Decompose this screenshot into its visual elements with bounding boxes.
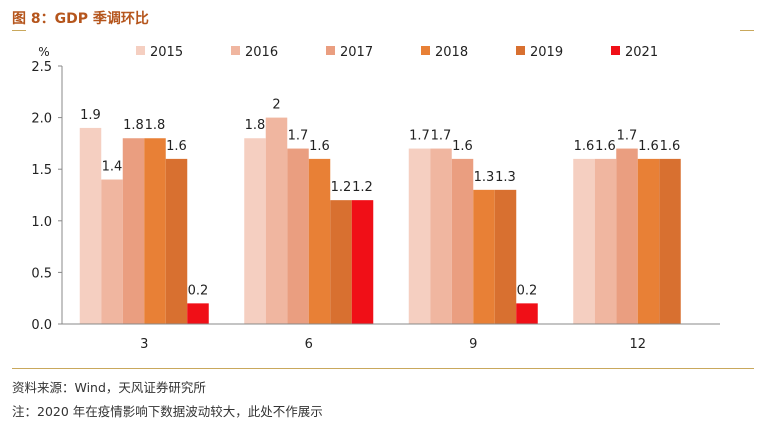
x-tick-label: 3 <box>140 337 148 352</box>
legend-swatch <box>516 46 525 55</box>
y-tick-label: 0.5 <box>31 266 52 281</box>
bar <box>451 158 474 324</box>
data-label: 0.2 <box>517 283 538 298</box>
bar <box>244 138 266 324</box>
data-label: 1.6 <box>166 139 187 154</box>
bar <box>308 158 331 324</box>
bar-chart: 2015 2016 2017 2018 2019 2021 0.0 0.5 1.0 1.5 2.0… <box>31 45 720 352</box>
data-label: 1.7 <box>431 129 452 144</box>
data-label: 2 <box>272 98 280 113</box>
remark-note: 注：2020 年在疫情影响下数据波动较大，此处不作展示 <box>12 404 323 419</box>
bar <box>265 117 288 324</box>
bar <box>494 189 517 324</box>
data-label: 1.6 <box>660 139 681 154</box>
legend-label: 2019 <box>530 45 563 60</box>
bar <box>330 200 352 324</box>
data-label: 1.6 <box>309 139 330 154</box>
data-label: 1.6 <box>574 139 595 154</box>
bar <box>79 127 102 324</box>
data-label: 1.8 <box>245 118 266 133</box>
x-axis: 3 6 9 12 <box>62 323 720 352</box>
y-tick-label: 2.0 <box>31 112 52 127</box>
legend-label: 2016 <box>245 45 278 60</box>
bar <box>351 200 374 324</box>
y-axis: 0.0 0.5 1.0 1.5 2.0 2.5% <box>31 45 63 333</box>
bar <box>637 158 660 324</box>
data-label: 1.2 <box>331 180 352 195</box>
y-tick-label: 1.5 <box>31 163 52 178</box>
bar <box>594 158 617 324</box>
x-tick-label: 9 <box>469 337 477 352</box>
bars <box>79 117 681 324</box>
legend-swatch <box>611 46 620 55</box>
data-label: 1.6 <box>452 139 473 154</box>
data-label: 1.2 <box>352 180 373 195</box>
bar <box>430 148 452 324</box>
bar <box>122 138 145 324</box>
bar <box>287 148 309 324</box>
legend-swatch <box>326 46 335 55</box>
legend-label: 2017 <box>340 45 373 60</box>
y-tick-label: 2.5 <box>31 60 52 75</box>
figure-title: 图 8：GDP 季调环比 <box>12 11 149 27</box>
data-label: 1.7 <box>409 129 430 144</box>
bar <box>101 179 123 324</box>
x-tick-label: 6 <box>305 337 313 352</box>
data-label: 1.3 <box>495 170 516 185</box>
data-label: 1.7 <box>288 129 309 144</box>
data-label: 1.8 <box>145 118 166 133</box>
data-label: 0.2 <box>188 283 209 298</box>
legend-label: 2021 <box>625 45 658 60</box>
bar <box>659 158 681 324</box>
data-label: 1.8 <box>123 118 144 133</box>
y-tick-label: 0.0 <box>31 318 52 333</box>
top-rule-right <box>740 30 754 31</box>
bar <box>187 303 209 324</box>
source-note: 资料来源：Wind，天风证券研究所 <box>12 380 206 395</box>
value-labels: 1.91.41.8 1.81.60.21.821.71.61.2 1.21.7 1.7… <box>80 98 680 299</box>
bar <box>573 158 595 324</box>
bottom-rule <box>12 368 754 369</box>
x-tick-label: 12 <box>629 337 646 352</box>
bar <box>516 303 538 324</box>
bar <box>616 148 638 324</box>
data-label: 1.6 <box>638 139 659 154</box>
legend-swatch <box>421 46 430 55</box>
data-label: 1.6 <box>595 139 616 154</box>
data-label: 1.3 <box>474 170 495 185</box>
legend-label: 2015 <box>150 45 183 60</box>
legend-swatch <box>136 46 145 55</box>
data-label: 1.7 <box>617 129 638 144</box>
bar <box>144 138 166 324</box>
data-label: 1.9 <box>80 108 101 123</box>
legend-swatch <box>231 46 240 55</box>
y-axis-unit: % <box>38 45 49 59</box>
bar <box>408 148 431 324</box>
data-label: 1.4 <box>102 160 123 175</box>
bar <box>165 158 188 324</box>
legend-label: 2018 <box>435 45 468 60</box>
bar <box>473 189 495 324</box>
top-rule-left <box>12 30 26 31</box>
y-tick-label: 1.0 <box>31 215 52 230</box>
legend: 2015 2016 2017 2018 2019 2021 <box>136 45 658 60</box>
